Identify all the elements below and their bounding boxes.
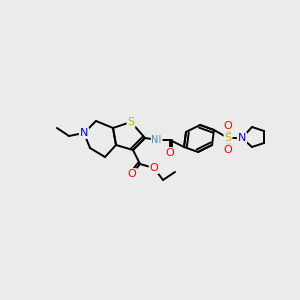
Text: S: S: [224, 133, 232, 143]
Text: O: O: [224, 121, 232, 131]
Text: N: N: [238, 133, 246, 143]
Text: H: H: [154, 135, 162, 145]
Text: O: O: [128, 169, 136, 179]
Text: O: O: [224, 145, 232, 155]
Text: O: O: [166, 148, 174, 158]
Text: O: O: [150, 163, 158, 173]
Text: N: N: [80, 128, 88, 138]
Text: S: S: [128, 117, 135, 127]
Text: N: N: [151, 135, 159, 145]
